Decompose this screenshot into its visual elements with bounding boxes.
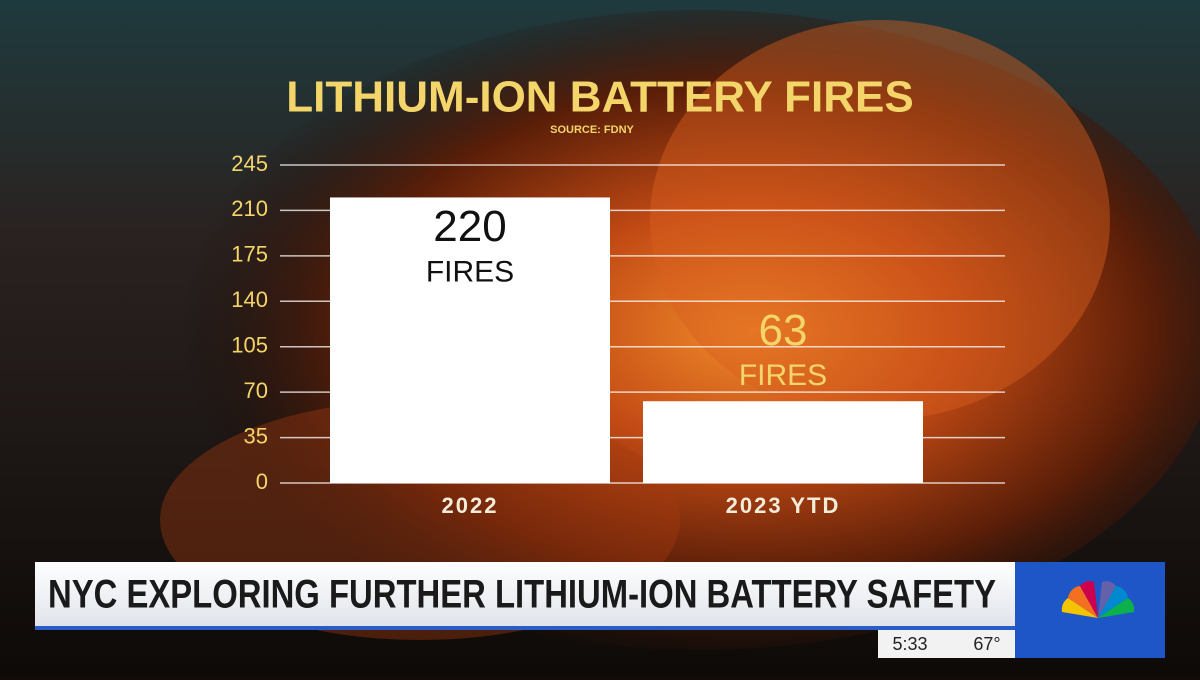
value-unit-label: FIRES bbox=[426, 255, 514, 288]
bar bbox=[643, 401, 923, 483]
x-tick-label: 2022 bbox=[442, 493, 499, 518]
y-tick-label: 245 bbox=[231, 151, 268, 176]
plot: 0 35 70 105 140 175 210 245 2022 220 FIRES 2023 YTD… bbox=[231, 151, 1005, 518]
y-tick-label: 140 bbox=[231, 287, 268, 312]
value-unit-label: FIRES bbox=[739, 359, 827, 392]
value-label: 220 bbox=[433, 202, 506, 251]
y-tick-label: 70 bbox=[244, 378, 268, 403]
clock: 5:33 bbox=[892, 634, 927, 654]
y-tick-label: 210 bbox=[231, 196, 268, 221]
lower-third: NYC EXPLORING FURTHER LITHIUM-ION BATTER… bbox=[35, 562, 1165, 658]
x-tick-label: 2023 YTD bbox=[726, 493, 841, 518]
value-label: 63 bbox=[759, 306, 808, 355]
network-logo bbox=[1061, 581, 1135, 618]
headline: NYC EXPLORING FURTHER LITHIUM-ION BATTER… bbox=[48, 573, 996, 617]
y-tick-label: 0 bbox=[256, 469, 268, 494]
temperature: 67° bbox=[973, 634, 1000, 654]
chart-title: LITHIUM-ION BATTERY FIRES bbox=[286, 73, 913, 122]
y-tick-label: 105 bbox=[231, 333, 268, 358]
chart-subtitle: SOURCE: FDNY bbox=[550, 124, 634, 136]
bar bbox=[330, 197, 610, 483]
y-tick-label: 35 bbox=[244, 423, 268, 448]
y-tick-label: 175 bbox=[231, 242, 268, 267]
